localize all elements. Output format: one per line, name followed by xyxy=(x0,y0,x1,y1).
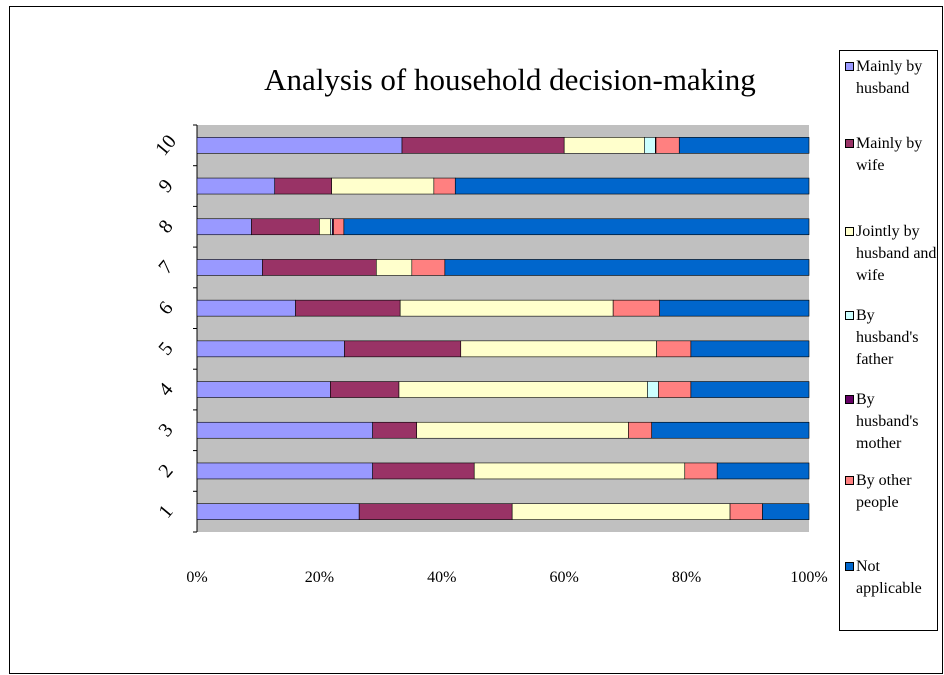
bar-segment-cat2-series6 xyxy=(684,462,718,480)
bar-segment-cat9-series1 xyxy=(196,177,276,195)
bar-segment-cat2-series7 xyxy=(716,462,810,480)
category-label: 9 xyxy=(154,175,177,197)
bar-segment-cat2-series2 xyxy=(372,462,475,480)
bar-segment-cat7-series3 xyxy=(376,259,413,276)
bar-segment-cat4-series4 xyxy=(647,381,659,398)
legend-swatch xyxy=(845,62,854,71)
bar-segment-cat1-series7 xyxy=(762,503,810,520)
category-label: 3 xyxy=(154,419,177,441)
legend-label: By husband's mother xyxy=(856,391,919,452)
bar-segment-cat3-series1 xyxy=(196,421,373,439)
bar-segment-cat4-series1 xyxy=(196,381,331,398)
bar-segment-cat10-series7 xyxy=(678,137,810,154)
bar-segment-cat5-series7 xyxy=(690,340,810,358)
legend-label: By other people xyxy=(856,472,912,511)
bar-segment-cat6-series6 xyxy=(612,299,660,317)
category-label: 6 xyxy=(154,297,177,319)
bar-segment-cat3-series6 xyxy=(628,421,653,439)
bar-segment-cat9-series3 xyxy=(331,177,435,195)
bar-segment-cat3-series7 xyxy=(651,421,810,439)
bar-segment-cat1-series1 xyxy=(196,503,360,520)
bar-segment-cat9-series6 xyxy=(433,177,456,195)
legend-swatch xyxy=(845,476,854,485)
legend-label: By husband's father xyxy=(856,307,919,368)
bar-segment-cat4-series7 xyxy=(690,381,810,398)
bar-segment-cat8-series3 xyxy=(319,218,331,236)
category-label: 1 xyxy=(154,501,177,523)
bar-segment-cat8-series1 xyxy=(196,218,252,236)
bar-segment-cat6-series1 xyxy=(196,299,296,317)
bar-segment-cat10-series4 xyxy=(644,137,656,154)
chart-frame xyxy=(9,6,943,674)
bar-segment-cat6-series3 xyxy=(399,299,614,317)
legend-label: Mainly by wife xyxy=(856,135,923,174)
legend-swatch xyxy=(845,139,854,148)
category-label: 2 xyxy=(154,460,177,482)
bar-segment-cat2-series3 xyxy=(473,462,686,480)
bar-segment-cat10-series1 xyxy=(196,137,403,154)
category-label: 5 xyxy=(154,338,177,360)
bar-segment-cat1-series2 xyxy=(358,503,513,520)
bar-segment-cat8-series6 xyxy=(333,218,345,236)
category-label: 10 xyxy=(151,131,181,160)
legend-swatch xyxy=(845,562,854,571)
legend-swatch xyxy=(845,227,854,236)
bar-segment-cat10-series6 xyxy=(655,137,680,154)
x-tick-label: 40% xyxy=(427,569,456,586)
category-label: 7 xyxy=(154,257,177,279)
bar-segment-cat5-series6 xyxy=(656,340,692,358)
legend-label: Jointly by husband and wife xyxy=(856,223,937,284)
bar-segment-cat4-series6 xyxy=(658,381,692,398)
legend-label: Mainly by husband xyxy=(856,58,923,97)
x-tick-label: 0% xyxy=(186,569,207,586)
bar-segment-cat1-series3 xyxy=(511,503,731,520)
legend-swatch xyxy=(845,311,854,320)
x-tick-label: 80% xyxy=(672,569,701,586)
bar-segment-cat5-series2 xyxy=(344,340,462,358)
legend-label: Not applicable xyxy=(856,558,922,597)
legend-swatch xyxy=(845,395,854,404)
chart-legend: Mainly by husband Mainly by wife Jointly b… xyxy=(839,50,938,631)
category-label: 8 xyxy=(154,216,177,238)
bar-segment-cat7-series2 xyxy=(262,259,377,276)
bar-segment-cat7-series6 xyxy=(411,259,446,276)
bar-segment-cat10-series3 xyxy=(563,137,645,154)
bar-segment-cat6-series2 xyxy=(295,299,401,317)
x-tick-label: 60% xyxy=(550,569,579,586)
bar-segment-cat7-series7 xyxy=(444,259,810,276)
bar-segment-cat3-series3 xyxy=(416,421,629,439)
bar-segment-cat7-series1 xyxy=(196,259,263,276)
bar-segment-cat5-series1 xyxy=(196,340,345,358)
bar-segment-cat8-series7 xyxy=(343,218,810,236)
chart-title: Analysis of household decision-making xyxy=(264,62,756,97)
bar-segment-cat2-series1 xyxy=(196,462,373,480)
bar-segment-cat1-series6 xyxy=(729,503,763,520)
bar-segment-cat9-series2 xyxy=(274,177,332,195)
bar-segment-cat10-series2 xyxy=(401,137,565,154)
bar-segment-cat6-series7 xyxy=(659,299,810,317)
category-label: 4 xyxy=(154,379,177,401)
x-tick-label: 20% xyxy=(305,569,334,586)
bar-segment-cat9-series7 xyxy=(454,177,810,195)
bar-segment-cat3-series2 xyxy=(372,421,418,439)
x-tick-label: 100% xyxy=(790,569,827,586)
bar-segment-cat4-series3 xyxy=(398,381,648,398)
bar-segment-cat5-series3 xyxy=(460,340,657,358)
bar-segment-cat8-series2 xyxy=(251,218,320,236)
bar-segment-cat4-series2 xyxy=(330,381,400,398)
